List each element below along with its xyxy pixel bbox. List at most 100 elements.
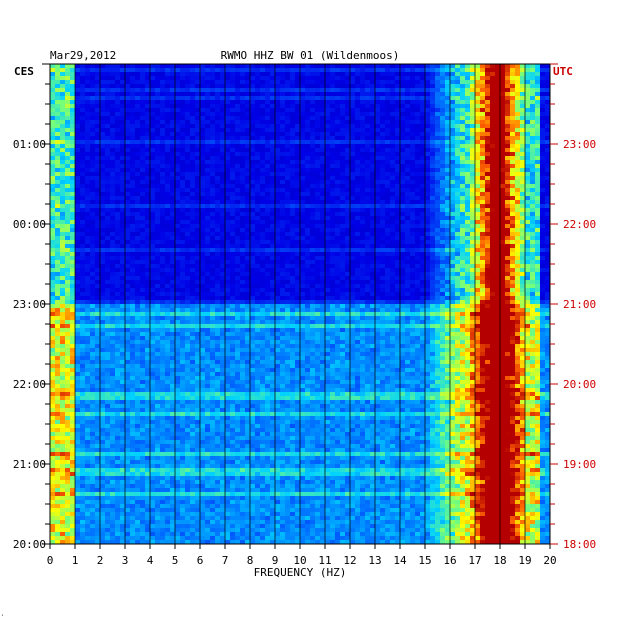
heatmap-cell: [440, 152, 445, 156]
heatmap-cell: [155, 120, 160, 124]
heatmap-cell: [235, 188, 240, 192]
heatmap-cell: [225, 252, 230, 256]
heatmap-cell: [275, 172, 280, 176]
heatmap-cell: [50, 136, 55, 140]
heatmap-cell: [360, 216, 365, 220]
heatmap-cell: [535, 80, 540, 84]
heatmap-cell: [180, 160, 185, 164]
heatmap-cell: [190, 228, 195, 232]
heatmap-cell: [290, 104, 295, 108]
heatmap-cell: [205, 192, 210, 196]
heatmap-cell: [225, 160, 230, 164]
heatmap-cell: [50, 192, 55, 196]
heatmap-cell: [60, 164, 65, 168]
heatmap-cell: [355, 248, 360, 252]
heatmap-cell: [505, 188, 510, 192]
heatmap-cell: [205, 68, 210, 72]
heatmap-cell: [525, 212, 530, 216]
heatmap-cell: [165, 228, 170, 232]
heatmap-cell: [420, 68, 425, 72]
heatmap-cell: [545, 208, 550, 212]
heatmap-cell: [50, 224, 55, 228]
heatmap-cell: [285, 144, 290, 148]
heatmap-cell: [165, 148, 170, 152]
heatmap-cell: [125, 80, 130, 84]
heatmap-cell: [485, 84, 490, 88]
heatmap-cell: [390, 212, 395, 216]
heatmap-cell: [535, 144, 540, 148]
heatmap-cell: [360, 240, 365, 244]
heatmap-cell: [295, 104, 300, 108]
heatmap-cell: [515, 124, 520, 128]
heatmap-cell: [60, 100, 65, 104]
heatmap-cell: [95, 188, 100, 192]
heatmap-cell: [530, 180, 535, 184]
heatmap-cell: [275, 260, 280, 264]
heatmap-cell: [120, 228, 125, 232]
heatmap-cell: [510, 152, 515, 156]
heatmap-cell: [275, 68, 280, 72]
heatmap-cell: [190, 104, 195, 108]
heatmap-cell: [190, 168, 195, 172]
heatmap-cell: [260, 180, 265, 184]
heatmap-cell: [200, 160, 205, 164]
heatmap-cell: [350, 104, 355, 108]
heatmap-cell: [195, 184, 200, 188]
heatmap-cell: [150, 188, 155, 192]
heatmap-cell: [445, 248, 450, 252]
heatmap-cell: [145, 132, 150, 136]
heatmap-cell: [90, 248, 95, 252]
heatmap-cell: [460, 72, 465, 76]
heatmap-cell: [105, 68, 110, 72]
heatmap-cell: [265, 68, 270, 72]
heatmap-cell: [500, 180, 505, 184]
heatmap-cell: [265, 228, 270, 232]
heatmap-cell: [205, 164, 210, 168]
heatmap-cell: [315, 224, 320, 228]
heatmap-cell: [105, 148, 110, 152]
heatmap-cell: [390, 96, 395, 100]
heatmap-cell: [255, 116, 260, 120]
heatmap-cell: [495, 164, 500, 168]
heatmap-cell: [220, 140, 225, 144]
heatmap-cell: [465, 172, 470, 176]
heatmap-cell: [270, 100, 275, 104]
heatmap-cell: [55, 224, 60, 228]
heatmap-cell: [340, 224, 345, 228]
heatmap-cell: [410, 112, 415, 116]
heatmap-cell: [65, 160, 70, 164]
heatmap-cell: [75, 236, 80, 240]
heatmap-cell: [475, 192, 480, 196]
heatmap-cell: [115, 228, 120, 232]
heatmap-cell: [205, 220, 210, 224]
heatmap-cell: [355, 236, 360, 240]
heatmap-cell: [425, 120, 430, 124]
heatmap-cell: [520, 100, 525, 104]
heatmap-cell: [225, 260, 230, 264]
heatmap-cell: [325, 144, 330, 148]
heatmap-cell: [480, 184, 485, 188]
heatmap-cell: [195, 204, 200, 208]
heatmap-cell: [70, 172, 75, 176]
heatmap-cell: [435, 172, 440, 176]
heatmap-cell: [395, 252, 400, 256]
heatmap-cell: [80, 104, 85, 108]
heatmap-cell: [105, 260, 110, 264]
heatmap-cell: [340, 80, 345, 84]
heatmap-cell: [160, 156, 165, 160]
heatmap-cell: [335, 144, 340, 148]
heatmap-cell: [315, 260, 320, 264]
heatmap-cell: [475, 212, 480, 216]
heatmap-cell: [80, 180, 85, 184]
heatmap-cell: [500, 124, 505, 128]
heatmap-cell: [455, 92, 460, 96]
heatmap-cell: [270, 140, 275, 144]
heatmap-cell: [380, 128, 385, 132]
heatmap-cell: [155, 252, 160, 256]
heatmap-cell: [545, 196, 550, 200]
heatmap-cell: [375, 240, 380, 244]
heatmap-cell: [190, 84, 195, 88]
heatmap-cell: [80, 196, 85, 200]
heatmap-cell: [340, 176, 345, 180]
heatmap-cell: [120, 68, 125, 72]
